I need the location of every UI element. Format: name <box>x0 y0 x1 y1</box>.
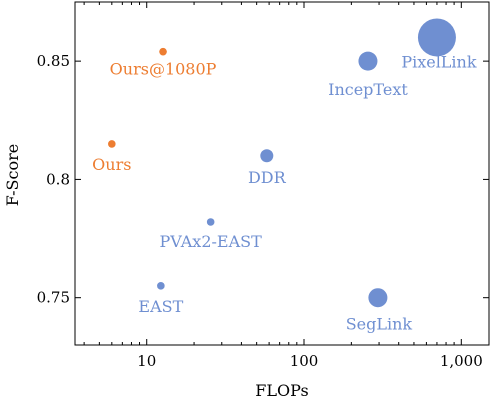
x-tick-label: 100 <box>290 352 319 370</box>
scatter-point <box>108 140 116 148</box>
scatter-point <box>260 149 274 163</box>
plot-marks <box>108 18 456 308</box>
scatter-point <box>417 18 456 57</box>
y-tick-label: 0.75 <box>37 289 70 307</box>
point-labels: Ours@1080P Ours PixelLink IncepText DDR PVAx2… <box>92 52 477 333</box>
y-axis-ticks: 0.75 0.8 0.85 <box>37 52 489 307</box>
x-axis-ticks: 10 100 1,000 <box>83 2 483 370</box>
plot-frame <box>74 1 490 346</box>
scatter-point <box>159 47 167 56</box>
point-label: IncepText <box>328 80 408 99</box>
point-label: EAST <box>138 297 183 316</box>
y-tick-label: 0.8 <box>46 170 70 188</box>
y-tick-label: 0.85 <box>37 52 70 70</box>
point-label: Ours <box>92 155 131 174</box>
point-label: SegLink <box>346 315 413 334</box>
point-label: PixelLink <box>401 52 477 71</box>
scatter-point <box>368 288 388 308</box>
point-label: DDR <box>248 168 287 187</box>
scatter-point <box>206 218 215 226</box>
point-label: PVAx2-EAST <box>160 232 263 251</box>
x-tick-label: 10 <box>137 352 156 370</box>
point-label: Ours@1080P <box>110 60 217 79</box>
x-axis-label: FLOPs <box>255 381 308 400</box>
scatter-point <box>358 51 378 71</box>
scatter-point <box>157 282 165 290</box>
x-tick-label: 1,000 <box>440 352 483 370</box>
y-axis-label: F-Score <box>3 144 22 206</box>
